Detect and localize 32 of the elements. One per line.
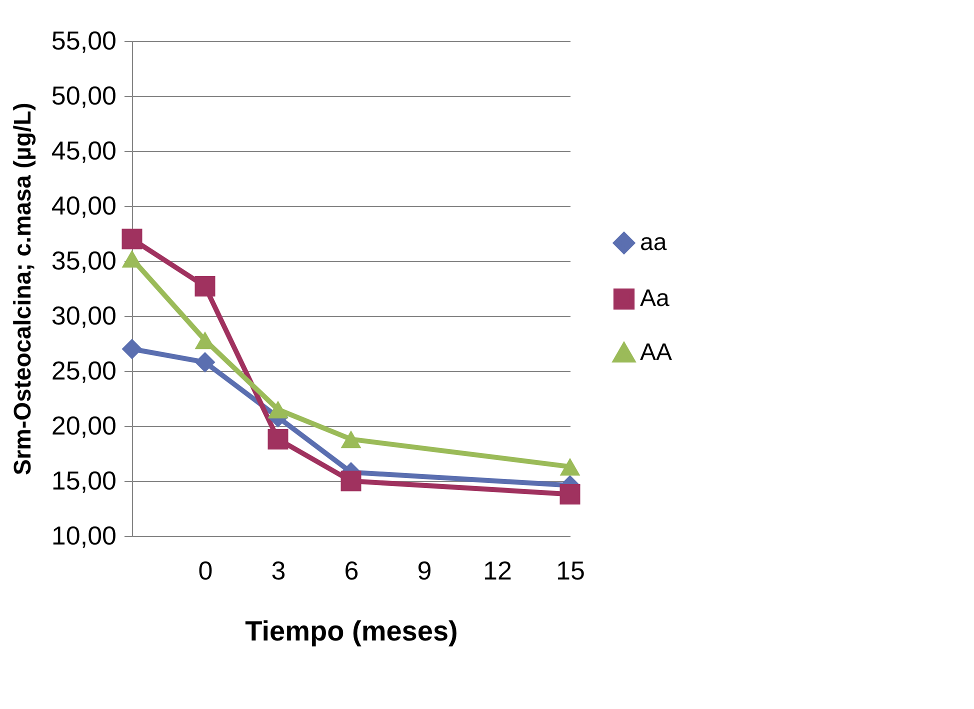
- x-tick-label: 15: [556, 556, 585, 586]
- y-tick-label: 55,00: [51, 26, 116, 56]
- point: [340, 470, 362, 492]
- point: [194, 276, 216, 297]
- x-tick-label: 6: [344, 556, 359, 586]
- x-axis-title: Tiempo (meses): [245, 616, 458, 646]
- y-axis-title: Srm-Osteocalcina; c.masa (µg/L): [9, 102, 36, 476]
- point: [268, 428, 288, 450]
- point: [122, 228, 142, 250]
- y-tick-label: 10,00: [51, 520, 116, 550]
- legend-label: Aa: [640, 285, 670, 312]
- point: [560, 458, 580, 476]
- legend-label: aa: [640, 229, 668, 256]
- y-tick-label: 25,00: [51, 356, 116, 386]
- legend-label: AA: [640, 339, 672, 366]
- x-tick-label: 0: [198, 556, 213, 586]
- point: [340, 430, 362, 448]
- x-tick-label: 9: [417, 556, 432, 586]
- point: [560, 484, 580, 504]
- point: [194, 352, 216, 372]
- y-tick-label: 35,00: [51, 246, 116, 276]
- y-tick-label: 15,00: [51, 466, 116, 496]
- point: [268, 400, 288, 418]
- y-tick-label: 40,00: [51, 190, 116, 220]
- y-tick-label: 50,00: [51, 80, 116, 110]
- point: [122, 338, 142, 360]
- point: [122, 250, 142, 268]
- x-tick-label: 3: [271, 556, 286, 586]
- x-tick-label: 12: [483, 556, 512, 586]
- y-tick-label: 30,00: [51, 300, 116, 330]
- y-tick-label: 20,00: [51, 410, 116, 440]
- y-tick-label: 45,00: [51, 136, 116, 166]
